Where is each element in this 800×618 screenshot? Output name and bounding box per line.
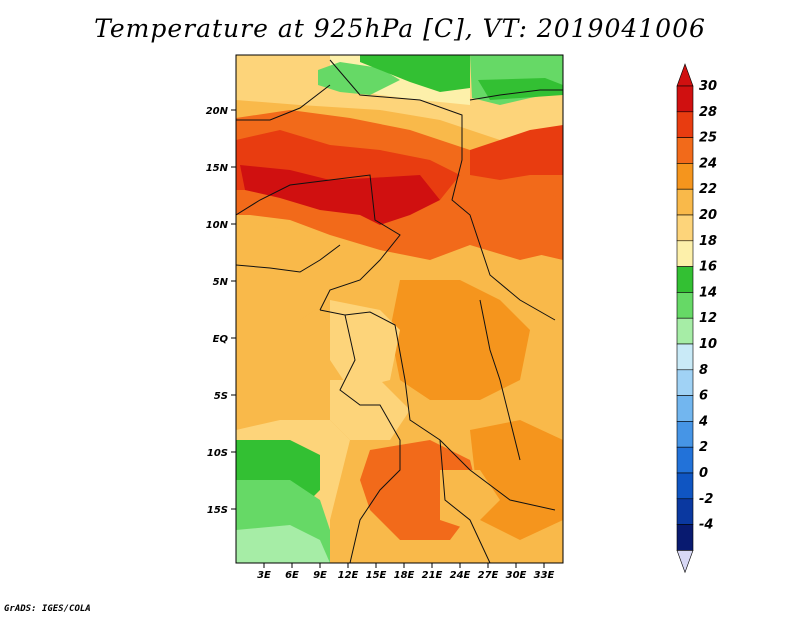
colorbar-label: -4: [699, 518, 713, 533]
colorbar-bottom-arrow: [676, 550, 694, 574]
colorbar-label: 22: [699, 182, 717, 197]
colorbar-swatch: [676, 369, 694, 396]
colorbar-swatch: [676, 343, 694, 371]
colorbar-label: -2: [699, 492, 713, 507]
temperature-field: [236, 55, 563, 563]
country-borders: [236, 59, 563, 563]
colorbar-swatch: [676, 498, 694, 525]
colorbar-label: 8: [699, 363, 708, 378]
lat-label-15s: 15S: [207, 505, 228, 516]
colorbar-label: 25: [699, 131, 717, 146]
lon-label-30e: 30E: [506, 570, 527, 581]
lon-label-21e: 21E: [422, 570, 443, 581]
colorbar-label: 4: [698, 414, 708, 429]
lat-label-15n: 15N: [206, 163, 229, 174]
colorbar-swatch: [676, 85, 694, 113]
colorbar-label: 16: [699, 260, 717, 275]
colorbar-label: 18: [699, 234, 717, 249]
lat-label-5n: 5N: [213, 277, 229, 288]
colorbar-label: 28: [699, 105, 717, 120]
colorbar-swatch: [676, 188, 694, 216]
lat-label-20n: 20N: [206, 106, 229, 117]
latitude-axis: 20N 15N 10N 5N EQ 5S 10S 15S: [206, 106, 236, 516]
lon-label-24e: 24E: [450, 570, 471, 581]
colorbar-swatch: [676, 111, 694, 138]
colorbar-swatch: [676, 472, 694, 500]
lon-label-15e: 15E: [366, 570, 387, 581]
colorbar-swatch: [676, 137, 694, 164]
colorbar-swatch: [676, 317, 694, 345]
colorbar-label: 20: [699, 208, 717, 223]
colorbar-label: 30: [699, 79, 717, 94]
colorbar-swatch: [676, 292, 694, 319]
lon-label-3e: 3E: [257, 570, 271, 581]
grads-credit: GrADS: IGES/COLA: [4, 604, 91, 614]
colorbar-label: 6: [699, 389, 708, 404]
colorbar-swatch: [676, 214, 694, 242]
lon-label-18e: 18E: [394, 570, 415, 581]
lon-label-33e: 33E: [534, 570, 555, 581]
colorbar-top-arrow: [676, 63, 694, 87]
map-frame: [235, 54, 564, 564]
colorbar-swatch: [676, 446, 694, 474]
chart-title: Temperature at 925hPa [C], VT: 201904100…: [94, 14, 706, 43]
colorbar-swatch: [676, 395, 694, 422]
lat-label-5s: 5S: [214, 391, 228, 402]
colorbar-label: 0: [699, 466, 708, 481]
colorbar-swatch: [676, 421, 694, 448]
lat-label-10n: 10N: [206, 220, 229, 231]
colorbar-label: 12: [699, 311, 717, 326]
lon-label-12e: 12E: [338, 570, 359, 581]
lon-label-27e: 27E: [478, 570, 499, 581]
lon-label-6e: 6E: [285, 570, 299, 581]
colorbar-label: 24: [699, 156, 717, 171]
colorbar-swatch: [676, 266, 694, 293]
longitude-axis: 3E 6E 9E 12E 15E 18E 21E 24E 27E 30E 33E: [257, 563, 555, 581]
colorbar-swatch: [676, 163, 694, 190]
colorbar-label: 14: [699, 285, 717, 300]
lat-label-10s: 10S: [207, 448, 228, 459]
colorbar-label: 2: [699, 440, 708, 455]
lat-label-eq: EQ: [213, 334, 229, 345]
colorbar-swatch: [676, 524, 694, 551]
colorbar-swatch: [676, 240, 694, 267]
lon-label-9e: 9E: [313, 570, 327, 581]
colorbar-label: 10: [699, 337, 717, 352]
